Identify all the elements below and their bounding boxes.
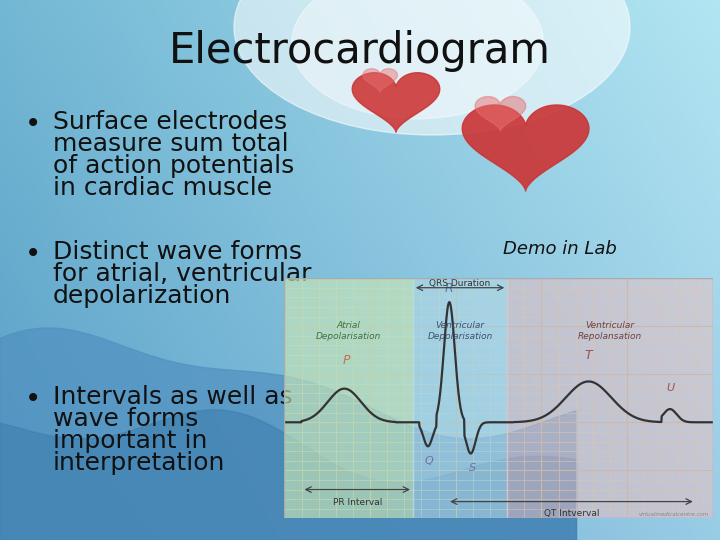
Text: for atrial, ventricular: for atrial, ventricular [53, 262, 312, 286]
Polygon shape [363, 69, 397, 92]
Text: P: P [343, 354, 350, 367]
Text: Electrocardiogram: Electrocardiogram [169, 30, 551, 72]
Ellipse shape [292, 0, 544, 119]
Bar [507, 278, 713, 518]
Text: depolarization: depolarization [53, 284, 231, 308]
Polygon shape [352, 73, 440, 132]
Text: in cardiac muscle: in cardiac muscle [53, 176, 272, 200]
Text: QT Intverval: QT Intverval [544, 509, 599, 518]
Text: important in: important in [53, 429, 207, 453]
Text: wave forms: wave forms [53, 407, 199, 431]
Text: of action potentials: of action potentials [53, 154, 294, 178]
Text: QRS Duration: QRS Duration [429, 279, 490, 288]
Text: Ventricular
Depolarisation: Ventricular Depolarisation [428, 321, 492, 341]
Text: Distinct wave forms: Distinct wave forms [53, 240, 302, 264]
Text: R: R [445, 282, 454, 295]
Text: PR Interval: PR Interval [333, 498, 382, 507]
Text: •: • [25, 240, 41, 268]
Text: Demo in Lab: Demo in Lab [503, 240, 617, 258]
Bar [284, 278, 413, 518]
Text: virtualmedicalcentre.com: virtualmedicalcentre.com [638, 512, 708, 517]
Text: •: • [25, 385, 41, 413]
Text: U: U [666, 383, 674, 394]
Text: Q: Q [425, 456, 433, 466]
Text: •: • [25, 110, 41, 138]
Text: Atrial
Depolarisation: Atrial Depolarisation [316, 321, 382, 341]
Text: Intervals as well as: Intervals as well as [53, 385, 292, 409]
Text: T: T [585, 349, 593, 362]
Text: S: S [469, 463, 477, 473]
Bar [413, 278, 507, 518]
Polygon shape [475, 97, 526, 131]
Text: Ventricular
Repolansation: Ventricular Repolansation [578, 321, 642, 341]
Polygon shape [462, 105, 589, 191]
Ellipse shape [234, 0, 630, 135]
Text: Surface electrodes: Surface electrodes [53, 110, 287, 134]
Text: interpretation: interpretation [53, 451, 225, 475]
Text: measure sum total: measure sum total [53, 132, 289, 156]
